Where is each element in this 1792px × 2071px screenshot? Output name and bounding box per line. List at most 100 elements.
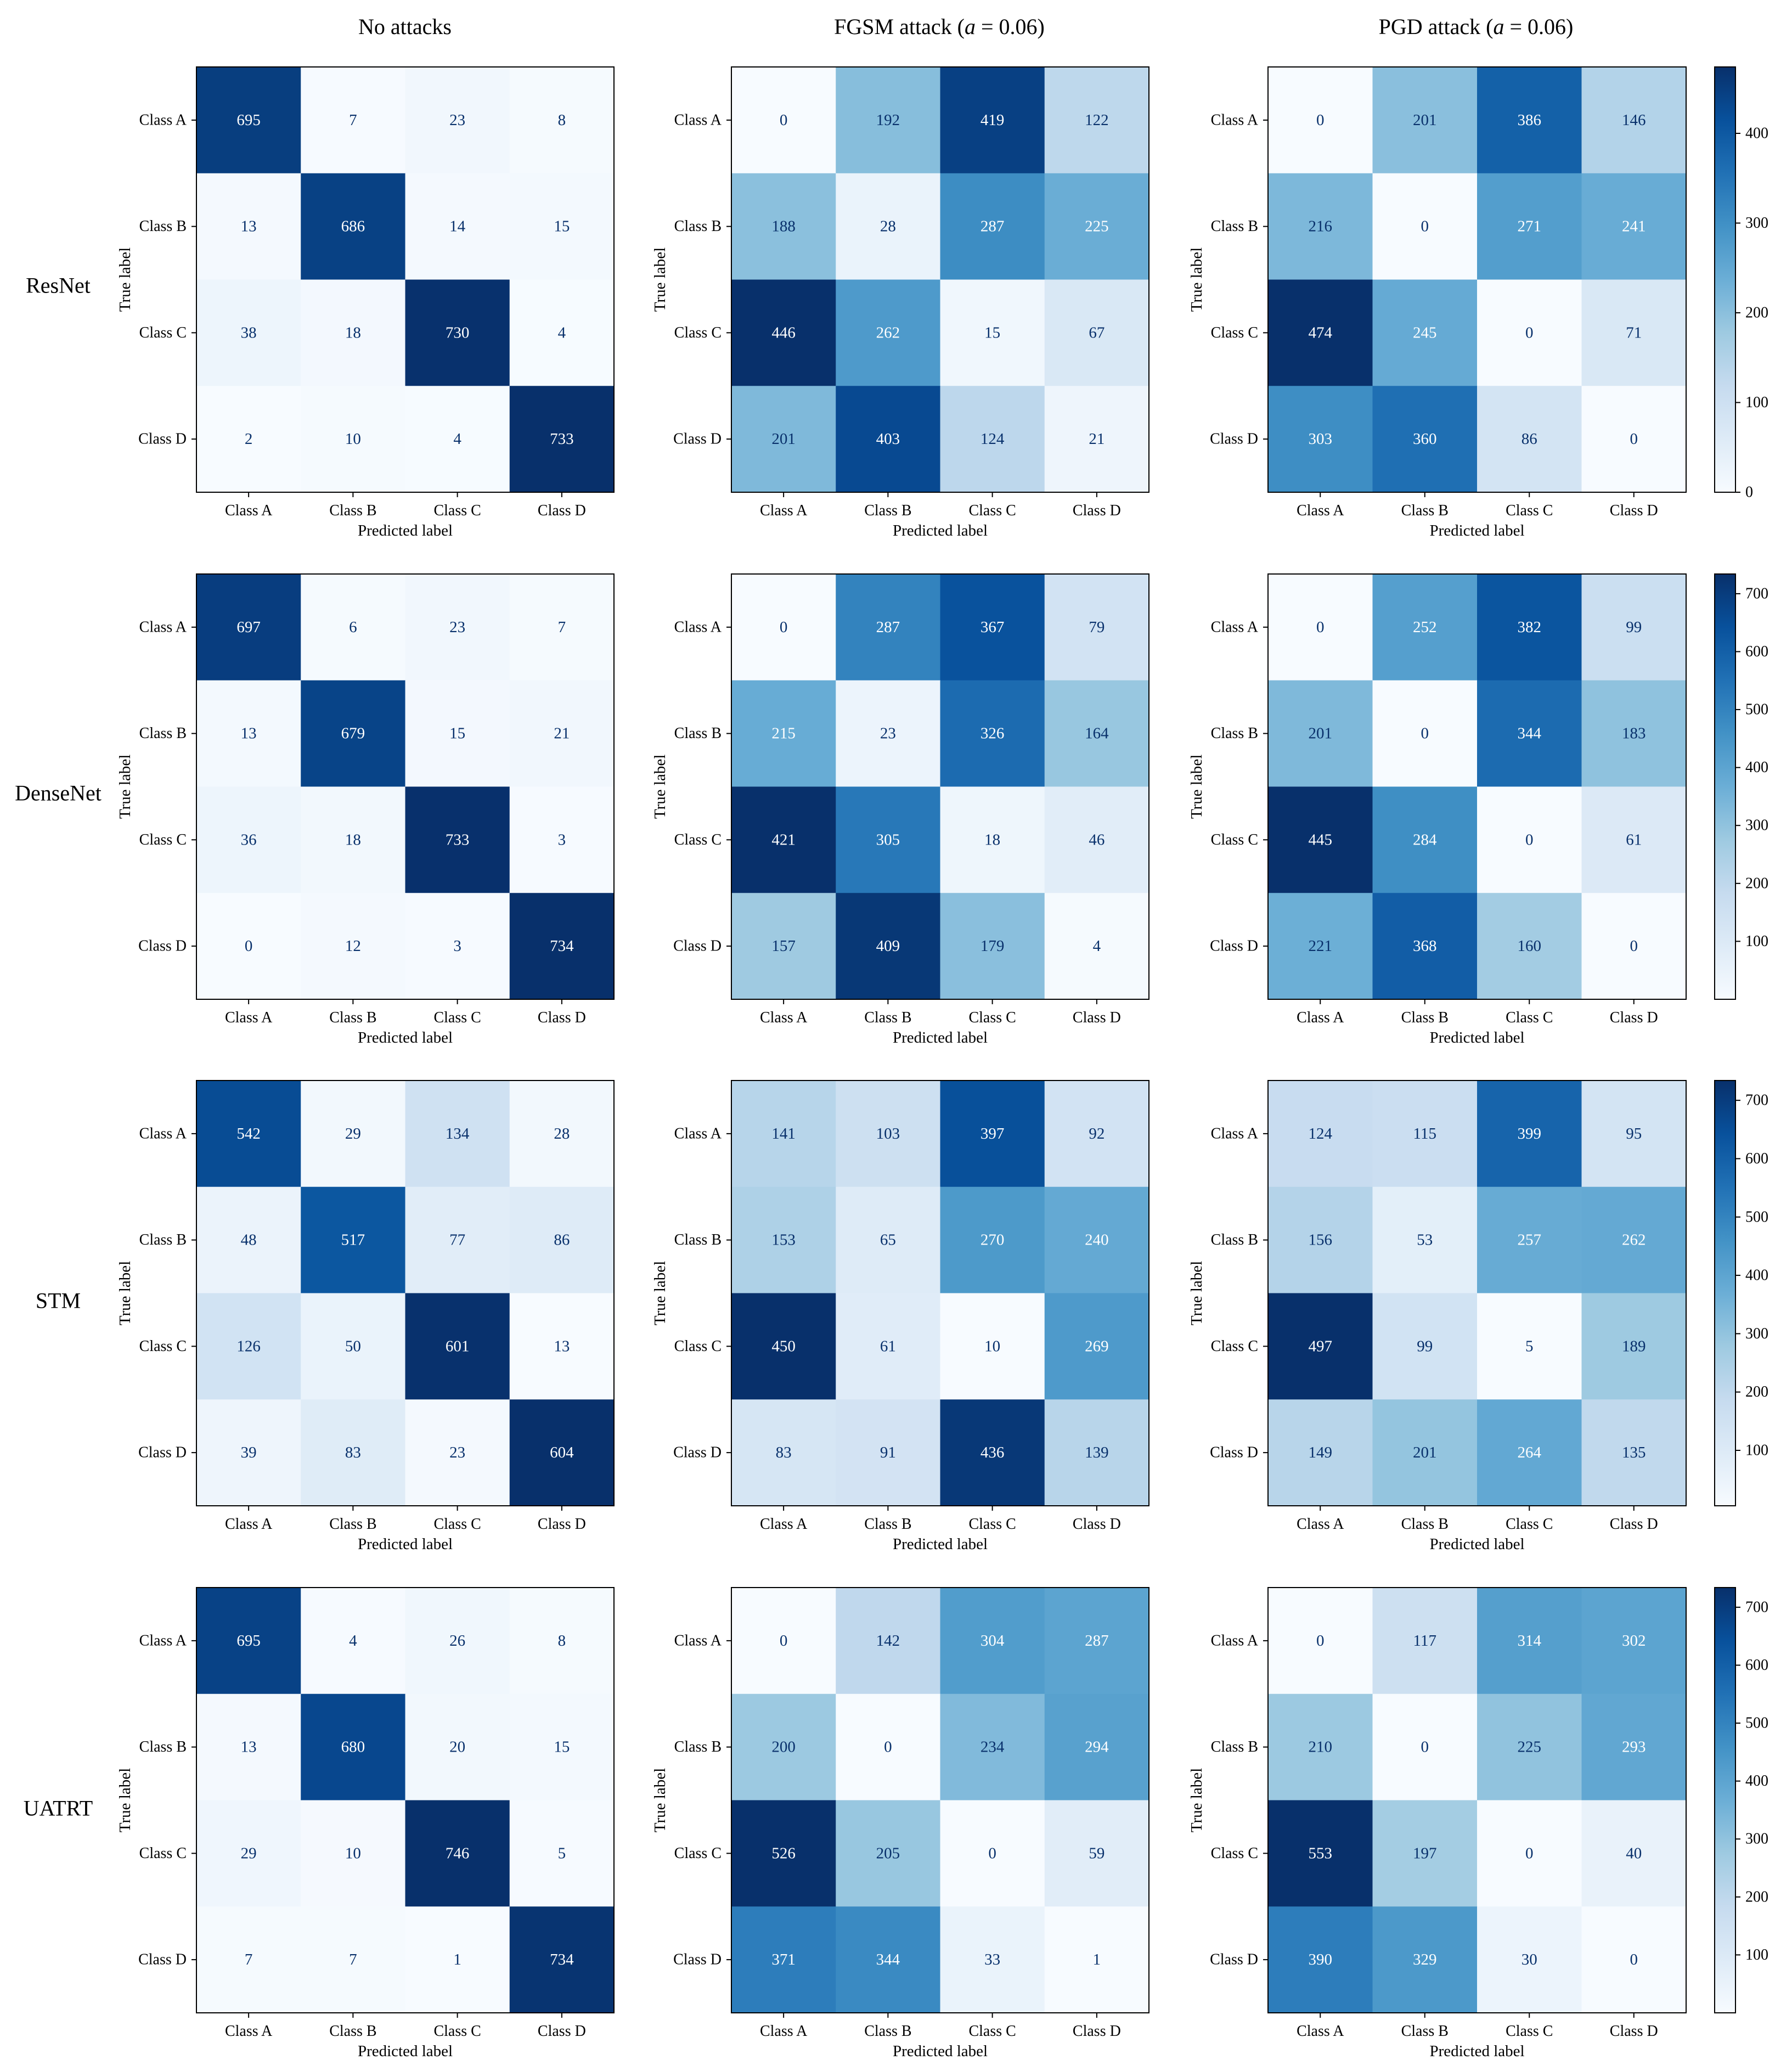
y-tick-label: Class C <box>674 1845 722 1862</box>
y-tick-label: Class B <box>1211 1738 1258 1755</box>
cell-value-label: 192 <box>876 111 900 129</box>
colorbar-tick-label: 700 <box>1745 1092 1768 1109</box>
cell-value-label: 21 <box>1089 430 1104 448</box>
row-label-resnet: ResNet <box>26 273 91 298</box>
colorbar-tick-label: 200 <box>1745 1888 1768 1905</box>
cell-value-label: 141 <box>771 1125 796 1143</box>
cell-value-label: 245 <box>1413 324 1437 341</box>
heatmap-cell <box>1477 279 1582 386</box>
heatmap-cell <box>405 1800 510 1907</box>
heatmap-cell <box>836 1186 941 1294</box>
heatmap-cell <box>1581 1080 1687 1188</box>
cell-value-label: 135 <box>1622 1444 1646 1461</box>
y-tick-label: Class D <box>138 1951 187 1968</box>
x-tick-label: Class A <box>760 1516 808 1533</box>
x-tick-label: Class A <box>1297 1009 1344 1026</box>
heatmap-cell <box>1372 1906 1478 2013</box>
cell-value-label: 13 <box>241 1738 257 1756</box>
x-tick-label: Class C <box>433 1516 481 1533</box>
cell-value-label: 201 <box>771 430 796 448</box>
y-tick-label: Class C <box>674 831 722 848</box>
heatmap-cell <box>836 680 941 787</box>
cell-value-label: 99 <box>1626 618 1642 636</box>
confusion-matrix-stm-pgd-attack-a-0-06: 124 115 399 95 156 53 257 262 497 99 5 189 149 201 264… <box>1188 1080 1768 1553</box>
cell-value-label: 3 <box>558 831 566 848</box>
heatmap-cell <box>301 1800 406 1907</box>
cell-value-label: 262 <box>876 324 900 341</box>
cell-value-label: 734 <box>550 937 574 955</box>
cell-value-label: 1 <box>453 1951 461 1968</box>
x-tick-label: Class B <box>1401 1009 1449 1026</box>
heatmap-cell <box>405 173 510 280</box>
cell-value-label: 122 <box>1085 111 1109 129</box>
heatmap-cell <box>196 279 301 386</box>
heatmap-cell <box>1477 173 1582 280</box>
cell-value-label: 65 <box>880 1231 896 1249</box>
heatmap-cell <box>196 1186 301 1294</box>
cell-value-label: 397 <box>980 1125 1005 1143</box>
heatmap-cell <box>940 1693 1045 1801</box>
colorbar-frame <box>1714 66 1736 493</box>
heatmap-cell <box>405 67 510 174</box>
cell-value-label: 20 <box>449 1738 465 1756</box>
plot-frame <box>1267 66 1687 493</box>
column-title-suffix: = 0.06) <box>1504 14 1573 39</box>
heatmap-cell <box>1581 1399 1687 1506</box>
colorbar-tick-label: 600 <box>1745 1657 1768 1674</box>
cell-value-label: 0 <box>1316 111 1325 129</box>
colorbar-frame <box>1714 573 1736 1000</box>
cell-value-label: 61 <box>1626 831 1642 848</box>
heatmap-cell <box>301 173 406 280</box>
cell-value-label: 6 <box>349 618 357 636</box>
heatmap-cell <box>1581 279 1687 386</box>
heatmap-cell <box>1044 386 1149 493</box>
confusion-matrix-stm-fgsm-attack-a-0-06: 141 103 397 92 153 65 270 240 450 61 10 269 83 91 436 1… <box>651 1080 1149 1553</box>
confusion-matrix-uatrt-no-attacks: 695 4 26 8 13 680 20 15 29 10 746 5 7 7 1 734 Class A Cla… <box>116 1587 615 2060</box>
colorbar-tick-label: 100 <box>1745 933 1768 950</box>
heatmap-cell <box>940 1800 1045 1907</box>
cell-value-label: 326 <box>980 725 1005 742</box>
heatmap-cell <box>1268 279 1373 386</box>
cell-value-label: 746 <box>446 1844 470 1862</box>
heatmap-cell <box>509 1080 615 1188</box>
y-axis-label: True label <box>1188 247 1205 312</box>
row-labels: ResNet DenseNet STM UATRT <box>15 273 102 1821</box>
cell-value-label: 679 <box>341 725 365 742</box>
heatmap-cell <box>836 1293 941 1400</box>
column-title-symbol: a <box>1493 14 1504 39</box>
y-tick-label: Class D <box>138 1444 187 1461</box>
heatmap-cell <box>1581 1693 1687 1801</box>
y-tick-label: Class C <box>139 1338 187 1355</box>
colorbar: 100 200 300 400 500 600 700 <box>1714 1587 1768 2013</box>
y-tick-label: Class C <box>139 1845 187 1862</box>
colorbar-tick-label: 400 <box>1745 1772 1768 1789</box>
y-axis-label: True label <box>116 247 134 312</box>
heatmap-cell <box>940 279 1045 386</box>
heatmap-cell <box>509 1399 615 1506</box>
heatmap-cell <box>509 173 615 280</box>
heatmap-cell <box>405 1080 510 1188</box>
colorbar-tick-label: 300 <box>1745 215 1768 232</box>
heatmap-cell <box>731 1399 836 1506</box>
cell-value-label: 436 <box>980 1444 1005 1461</box>
column-titles: No attacks FGSM attack (a = 0.06) PGD atta… <box>358 14 1573 39</box>
cell-value-label: 26 <box>449 1632 465 1650</box>
cell-value-label: 234 <box>980 1738 1005 1756</box>
x-tick-label: Class D <box>1610 2023 1658 2040</box>
cell-value-label: 126 <box>236 1337 261 1355</box>
cell-value-label: 344 <box>1518 725 1542 742</box>
y-tick-label: Class D <box>673 431 722 448</box>
y-axis-label: True label <box>651 1768 669 1832</box>
heatmap-cell <box>1372 67 1478 174</box>
heatmap-cell <box>509 1588 615 1695</box>
heatmap-cell <box>509 67 615 174</box>
x-tick-label: Class B <box>329 1516 376 1533</box>
heatmap-cell <box>940 173 1045 280</box>
cell-value-label: 30 <box>1521 1951 1537 1968</box>
heatmap-cell <box>1268 680 1373 787</box>
cell-value-label: 197 <box>1413 1844 1437 1862</box>
x-tick-label: Class A <box>760 502 808 519</box>
y-tick-label: Class C <box>1211 831 1258 848</box>
heatmap-cell <box>301 1906 406 2013</box>
